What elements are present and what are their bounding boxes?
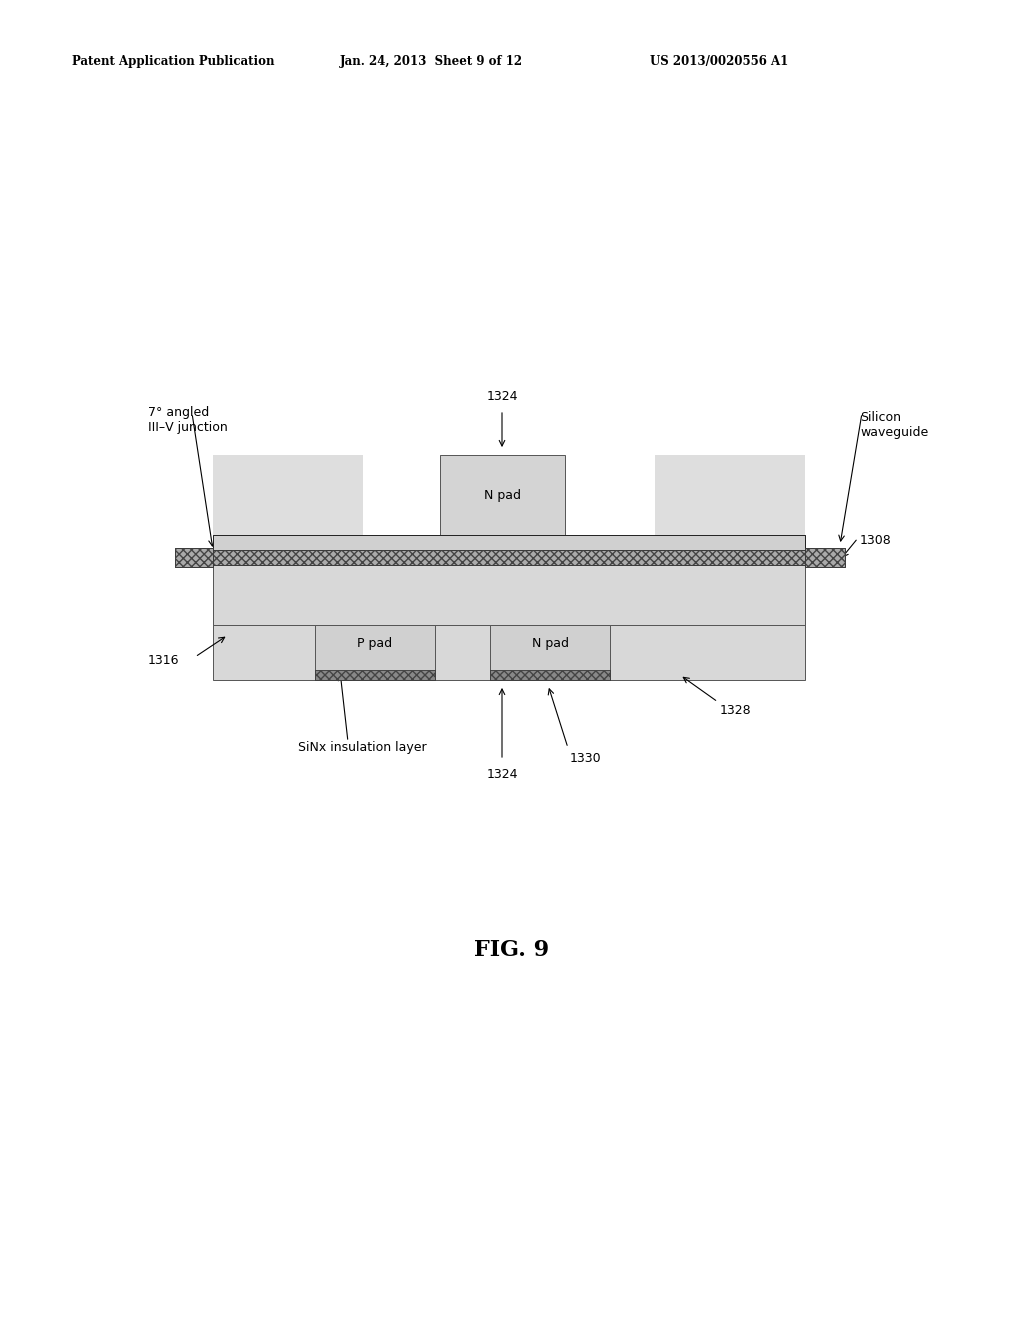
Text: P pad: P pad	[357, 636, 392, 649]
Bar	[805, 548, 845, 568]
Text: FIG. 9: FIG. 9	[474, 939, 550, 961]
Bar	[490, 671, 610, 680]
Text: 7° angled
III–V junction: 7° angled III–V junction	[148, 407, 227, 434]
Bar	[315, 671, 435, 680]
Bar	[805, 548, 845, 568]
Bar	[490, 624, 610, 680]
Text: 1328: 1328	[720, 704, 752, 717]
Bar	[315, 671, 435, 680]
Text: N pad: N pad	[531, 636, 568, 649]
Text: Jan. 24, 2013  Sheet 9 of 12: Jan. 24, 2013 Sheet 9 of 12	[340, 55, 523, 69]
Bar	[655, 455, 805, 624]
Text: Silicon
waveguide: Silicon waveguide	[860, 411, 928, 440]
Bar	[213, 550, 805, 565]
Bar	[213, 550, 805, 565]
Bar	[175, 548, 213, 568]
Bar	[213, 455, 362, 624]
Bar	[213, 624, 805, 680]
Bar	[213, 535, 805, 550]
Text: SiNx insulation layer: SiNx insulation layer	[298, 742, 427, 755]
Bar	[315, 624, 435, 680]
Text: N pad: N pad	[483, 488, 520, 502]
Bar	[213, 565, 805, 624]
Bar	[213, 535, 805, 624]
Text: 1316: 1316	[148, 653, 179, 667]
Bar	[490, 671, 610, 680]
Bar	[440, 455, 565, 535]
Text: 1324: 1324	[486, 768, 518, 781]
Bar	[440, 455, 565, 624]
Bar	[175, 548, 213, 568]
Text: 1308: 1308	[860, 533, 892, 546]
Text: Patent Application Publication: Patent Application Publication	[72, 55, 274, 69]
Text: US 2013/0020556 A1: US 2013/0020556 A1	[650, 55, 788, 69]
Text: 1324: 1324	[486, 389, 518, 403]
Text: 1330: 1330	[570, 751, 602, 764]
